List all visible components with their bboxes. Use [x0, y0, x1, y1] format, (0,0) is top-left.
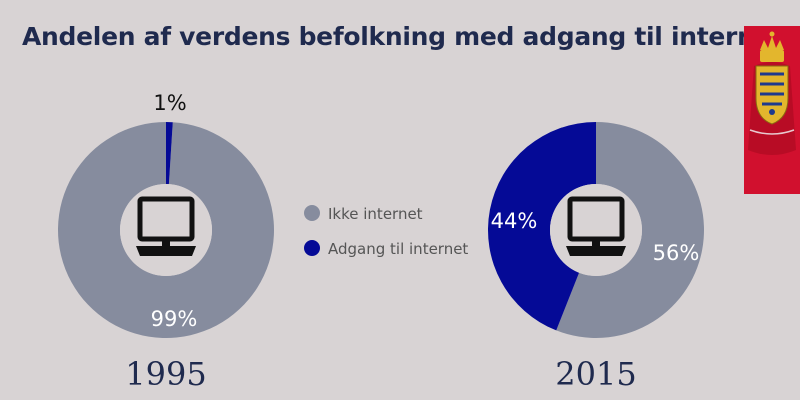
donut-slice-adgang-til-internet: [166, 122, 173, 185]
donut-slice-ikke-internet: [556, 122, 704, 338]
legend: Ikke internet Adgang til internet: [304, 205, 468, 258]
chart-title: Andelen af verdens befolkning med adgang…: [22, 22, 783, 51]
donut-slice-adgang-til-internet: [487, 122, 596, 331]
legend-label-adgang-til-internet: Adgang til internet: [328, 240, 468, 258]
donut-slice-ikke-internet: [57, 122, 275, 338]
royal-coat-of-arms-logo: [744, 26, 800, 194]
donut-chart-1995: 99% 1%: [57, 91, 275, 338]
legend-marker-adgang-til-internet: [304, 240, 320, 256]
year-label-2015: 2015: [555, 355, 636, 393]
data-label-adgang-til-internet: 1%: [153, 91, 186, 115]
year-label-1995: 1995: [125, 355, 206, 393]
legend-label-ikke-internet: Ikke internet: [328, 205, 423, 223]
laptop-icon: [566, 196, 626, 256]
data-label-ikke-internet: 56%: [653, 241, 700, 265]
data-label-ikke-internet: 99%: [151, 307, 198, 331]
donut-chart-2015: 56% 44%: [487, 122, 704, 338]
laptop-icon: [136, 196, 196, 256]
legend-marker-ikke-internet: [304, 205, 320, 221]
data-label-adgang-til-internet: 44%: [491, 209, 538, 233]
